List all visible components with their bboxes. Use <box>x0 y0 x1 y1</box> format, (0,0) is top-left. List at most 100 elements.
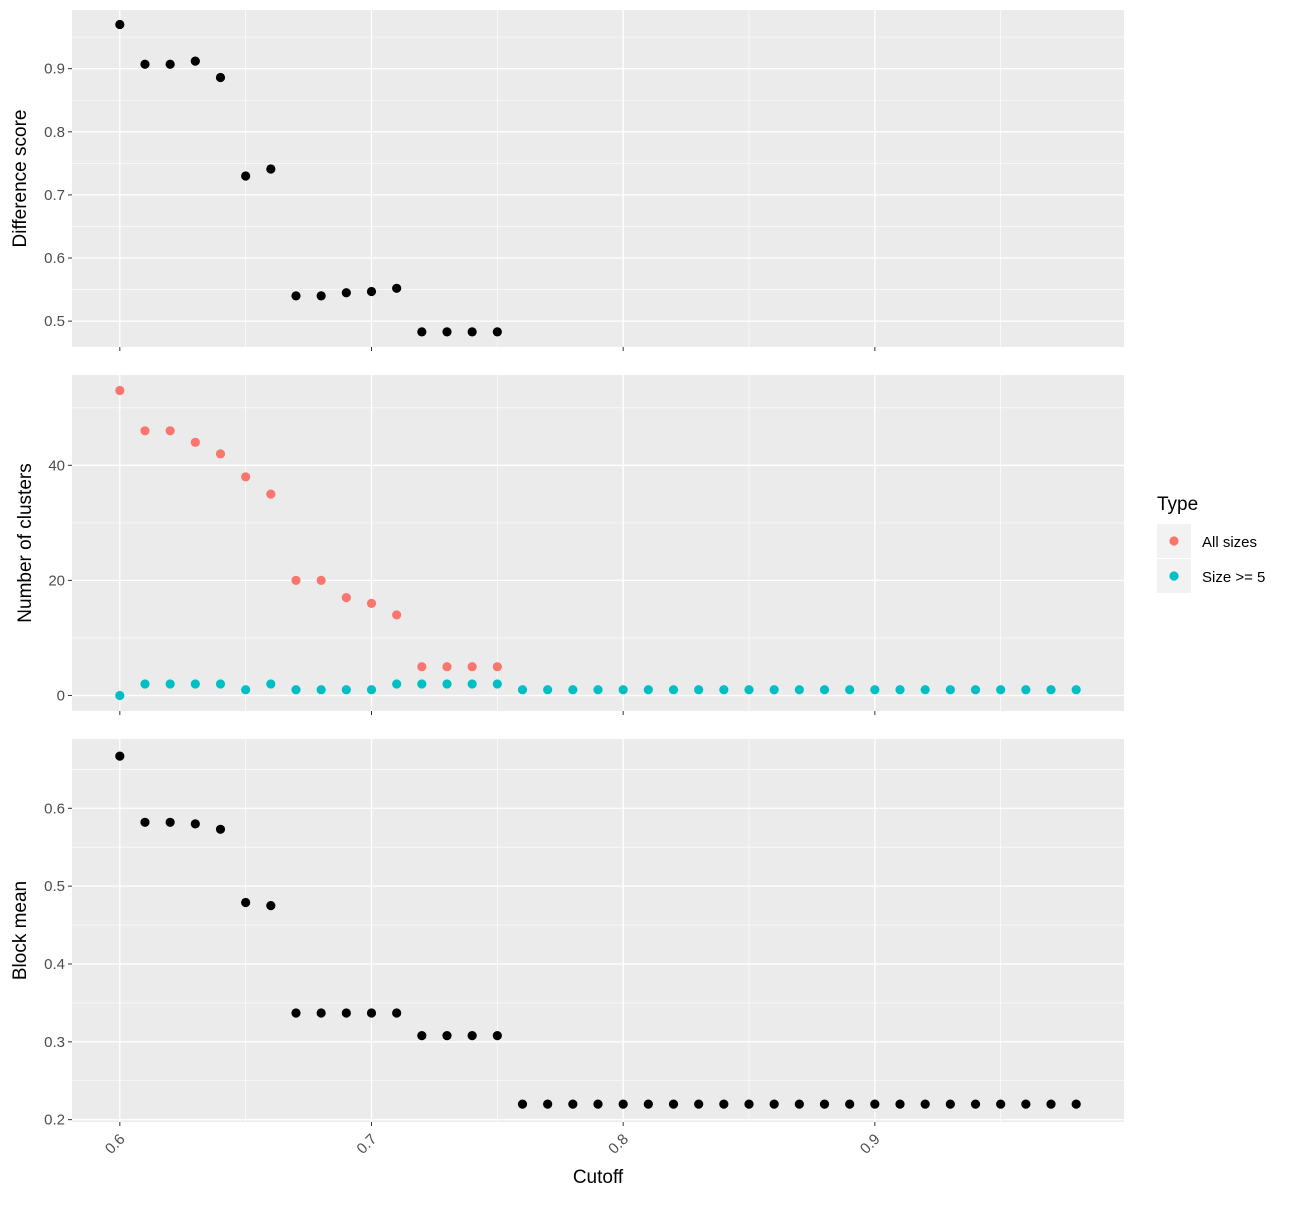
data-point <box>316 575 326 585</box>
data-point <box>341 685 351 695</box>
data-point <box>442 327 452 337</box>
data-point <box>140 817 150 827</box>
panel-background <box>72 375 1124 711</box>
data-point <box>618 685 628 695</box>
panel-background <box>72 10 1124 347</box>
y-tick-label: 0.9 <box>44 61 65 78</box>
data-point <box>694 1099 704 1109</box>
x-tick-label: 0.7 <box>354 1131 381 1158</box>
data-point <box>190 819 200 829</box>
data-point <box>165 817 175 827</box>
data-point <box>417 662 427 672</box>
data-point <box>1046 685 1056 695</box>
legend-label: Size >= 5 <box>1202 569 1265 586</box>
data-point <box>1021 685 1031 695</box>
data-point <box>668 1099 679 1109</box>
data-point <box>190 437 200 447</box>
data-point <box>392 1008 402 1018</box>
data-point <box>467 679 477 689</box>
data-point <box>543 1099 553 1109</box>
data-point <box>744 1099 754 1109</box>
data-point <box>492 1030 502 1041</box>
y-tick-label: 0.6 <box>44 250 65 267</box>
y-axis-title: Difference score <box>10 110 31 248</box>
data-point <box>392 283 402 293</box>
y-tick-label: 0.8 <box>44 124 65 141</box>
x-tick-label: 0.8 <box>605 1131 632 1158</box>
data-point <box>291 1008 301 1018</box>
data-point <box>215 449 226 459</box>
data-point <box>266 489 276 499</box>
data-point <box>643 1099 653 1109</box>
data-point <box>769 685 779 695</box>
legend: Type All sizes Size >= 5 <box>1157 494 1265 593</box>
data-point <box>140 679 150 689</box>
data-point <box>744 685 754 695</box>
x-axis-title: Cutoff <box>573 1167 624 1188</box>
data-point <box>543 685 553 695</box>
data-point <box>694 685 704 695</box>
legend-marker <box>1169 536 1179 546</box>
data-point <box>845 685 855 695</box>
data-point <box>291 685 301 695</box>
data-point <box>819 1099 830 1109</box>
data-point <box>266 679 276 689</box>
data-point <box>1071 1099 1081 1109</box>
data-point <box>366 1008 377 1018</box>
data-point <box>719 1099 729 1109</box>
data-point <box>568 685 578 695</box>
y-axis-title: Block mean <box>10 881 31 980</box>
data-point <box>920 685 930 695</box>
data-point <box>165 426 175 436</box>
data-point <box>392 679 402 689</box>
data-point <box>215 824 226 834</box>
data-point <box>492 679 502 689</box>
data-point <box>794 1099 804 1109</box>
panel-background <box>72 739 1124 1122</box>
legend-item-2: Size >= 5 <box>1157 559 1265 593</box>
data-point <box>442 679 452 689</box>
data-point <box>165 59 175 69</box>
data-point <box>794 685 804 695</box>
data-point <box>241 685 251 695</box>
y-tick-label: 0.5 <box>44 313 65 330</box>
data-point <box>417 679 427 689</box>
data-point <box>115 19 125 30</box>
series-size-5 <box>115 679 1081 701</box>
data-point <box>870 1099 880 1109</box>
data-point <box>291 291 301 301</box>
data-point <box>970 685 981 695</box>
panel-1: 0.5 0.6 0.7 0.8 0.9 Difference score <box>10 10 1124 351</box>
x-tick-label: 0.9 <box>857 1131 884 1158</box>
data-point <box>366 286 377 297</box>
legend-label: All sizes <box>1202 534 1257 551</box>
data-point <box>870 685 880 695</box>
data-point <box>442 1030 452 1041</box>
y-tick-label: 0.6 <box>44 800 65 817</box>
y-tick-label: 0.2 <box>44 1112 65 1129</box>
data-point <box>517 1099 528 1109</box>
y-tick-label: 0 <box>57 687 65 704</box>
data-point <box>316 1008 326 1018</box>
data-point <box>593 1099 603 1109</box>
data-point <box>190 56 200 66</box>
data-point <box>618 1099 628 1109</box>
data-point <box>366 685 377 695</box>
data-point <box>115 751 125 761</box>
y-tick-label: 0.4 <box>44 956 65 973</box>
data-point <box>140 59 150 69</box>
data-point <box>316 291 326 301</box>
data-point <box>417 1030 427 1041</box>
data-point <box>266 164 276 174</box>
data-point <box>492 327 502 337</box>
legend-item-1: All sizes <box>1157 524 1257 558</box>
data-point <box>643 685 653 695</box>
data-point <box>1071 685 1081 695</box>
data-point <box>895 685 905 695</box>
data-point <box>115 690 125 701</box>
data-point <box>417 327 427 337</box>
data-point <box>467 662 477 672</box>
legend-title: Type <box>1157 494 1198 515</box>
series-points <box>115 19 502 337</box>
